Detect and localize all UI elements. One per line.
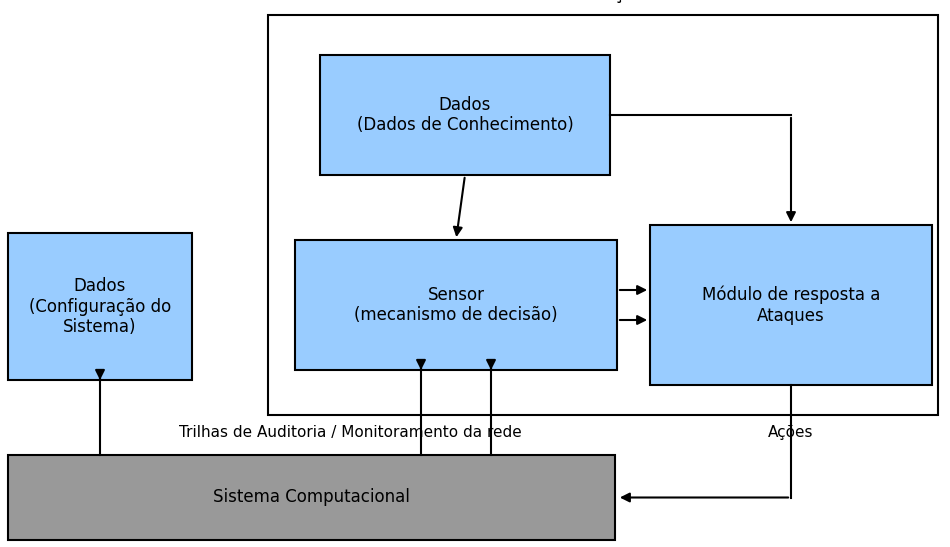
Text: Dados
(Configuração do
Sistema): Dados (Configuração do Sistema) <box>28 277 171 336</box>
Text: Sensor
(mecanismo de decisão): Sensor (mecanismo de decisão) <box>354 286 558 324</box>
Bar <box>8 233 192 380</box>
Text: Sistema de Detecção de Intrusos: Sistema de Detecção de Intrusos <box>454 0 752 3</box>
Text: Trilhas de Auditoria / Monitoramento da rede: Trilhas de Auditoria / Monitoramento da … <box>179 424 522 439</box>
Bar <box>320 55 610 175</box>
Bar <box>295 240 617 370</box>
Bar <box>268 15 938 415</box>
Bar <box>650 225 932 385</box>
Bar <box>8 455 615 540</box>
Text: Sistema Computacional: Sistema Computacional <box>213 488 410 507</box>
Text: Módulo de resposta a
Ataques: Módulo de resposta a Ataques <box>702 286 881 325</box>
Text: Ações: Ações <box>769 424 814 439</box>
Text: Dados
(Dados de Conhecimento): Dados (Dados de Conhecimento) <box>356 96 574 135</box>
